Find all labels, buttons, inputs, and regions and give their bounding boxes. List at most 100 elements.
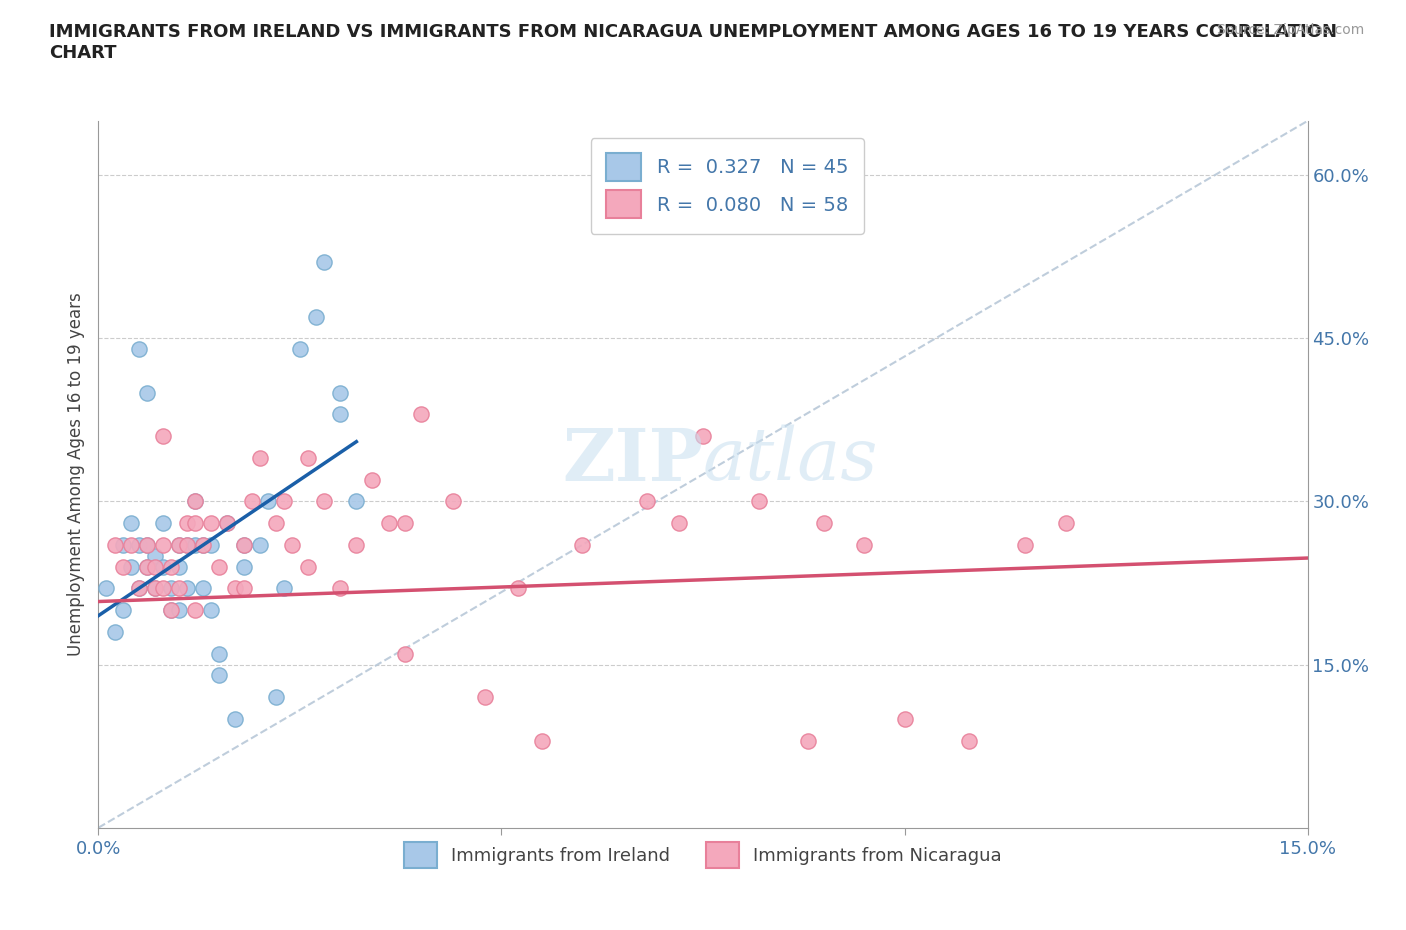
Point: [409, 407, 432, 422]
Point: [329, 385, 352, 400]
Point: [297, 450, 319, 465]
Point: [329, 581, 352, 596]
Point: [167, 581, 190, 596]
Point: [344, 538, 367, 552]
Point: [128, 342, 150, 357]
Text: ZIP: ZIP: [562, 425, 703, 496]
Text: IMMIGRANTS FROM IRELAND VS IMMIGRANTS FROM NICARAGUA UNEMPLOYMENT AMONG AGES 16 : IMMIGRANTS FROM IRELAND VS IMMIGRANTS FR…: [49, 23, 1337, 62]
Point: [208, 646, 231, 661]
Point: [120, 559, 142, 574]
Point: [167, 538, 190, 552]
Point: [668, 516, 690, 531]
Point: [135, 538, 157, 552]
Point: [103, 625, 125, 640]
Point: [152, 581, 174, 596]
Point: [184, 494, 207, 509]
Point: [636, 494, 658, 509]
Point: [160, 603, 183, 618]
Point: [208, 668, 231, 683]
Point: [217, 516, 239, 531]
Point: [893, 711, 915, 726]
Point: [571, 538, 593, 552]
Point: [184, 494, 207, 509]
Point: [1054, 516, 1077, 531]
Point: [240, 494, 263, 509]
Point: [193, 581, 215, 596]
Point: [297, 559, 319, 574]
Point: [167, 538, 190, 552]
Point: [394, 646, 416, 661]
Point: [160, 581, 183, 596]
Point: [103, 538, 125, 552]
Point: [232, 538, 254, 552]
Point: [329, 407, 352, 422]
Point: [176, 516, 198, 531]
Point: [152, 559, 174, 574]
Point: [200, 516, 222, 531]
Point: [1014, 538, 1036, 552]
Point: [143, 559, 166, 574]
Point: [143, 549, 166, 564]
Point: [249, 538, 271, 552]
Point: [256, 494, 278, 509]
Point: [273, 581, 295, 596]
Point: [361, 472, 384, 487]
Point: [135, 538, 157, 552]
Point: [135, 559, 157, 574]
Point: [184, 516, 207, 531]
Point: [120, 516, 142, 531]
Point: [184, 603, 207, 618]
Point: [152, 516, 174, 531]
Text: Source: ZipAtlas.com: Source: ZipAtlas.com: [1216, 23, 1364, 37]
Point: [111, 559, 134, 574]
Point: [135, 559, 157, 574]
Point: [813, 516, 835, 531]
Point: [441, 494, 464, 509]
Point: [143, 581, 166, 596]
Point: [111, 603, 134, 618]
Point: [281, 538, 304, 552]
Point: [96, 581, 118, 596]
Point: [193, 538, 215, 552]
Point: [152, 429, 174, 444]
Point: [224, 711, 246, 726]
Point: [167, 603, 190, 618]
Point: [273, 494, 295, 509]
Point: [305, 309, 328, 324]
Point: [288, 342, 311, 357]
Point: [176, 538, 198, 552]
Point: [160, 559, 183, 574]
Point: [200, 603, 222, 618]
Point: [184, 538, 207, 552]
Point: [200, 538, 222, 552]
Point: [217, 516, 239, 531]
Point: [135, 385, 157, 400]
Point: [152, 538, 174, 552]
Text: atlas: atlas: [703, 425, 879, 496]
Point: [264, 516, 287, 531]
Point: [176, 538, 198, 552]
Point: [176, 581, 198, 596]
Point: [748, 494, 770, 509]
Y-axis label: Unemployment Among Ages 16 to 19 years: Unemployment Among Ages 16 to 19 years: [66, 292, 84, 657]
Point: [208, 559, 231, 574]
Point: [232, 538, 254, 552]
Point: [160, 603, 183, 618]
Point: [797, 733, 820, 748]
Point: [344, 494, 367, 509]
Point: [264, 690, 287, 705]
Point: [232, 581, 254, 596]
Point: [957, 733, 980, 748]
Point: [506, 581, 529, 596]
Point: [394, 516, 416, 531]
Point: [167, 559, 190, 574]
Point: [314, 255, 336, 270]
Point: [853, 538, 876, 552]
Point: [120, 538, 142, 552]
Legend: Immigrants from Ireland, Immigrants from Nicaragua: Immigrants from Ireland, Immigrants from…: [396, 835, 1010, 875]
Point: [232, 559, 254, 574]
Point: [193, 538, 215, 552]
Point: [224, 581, 246, 596]
Point: [314, 494, 336, 509]
Point: [128, 581, 150, 596]
